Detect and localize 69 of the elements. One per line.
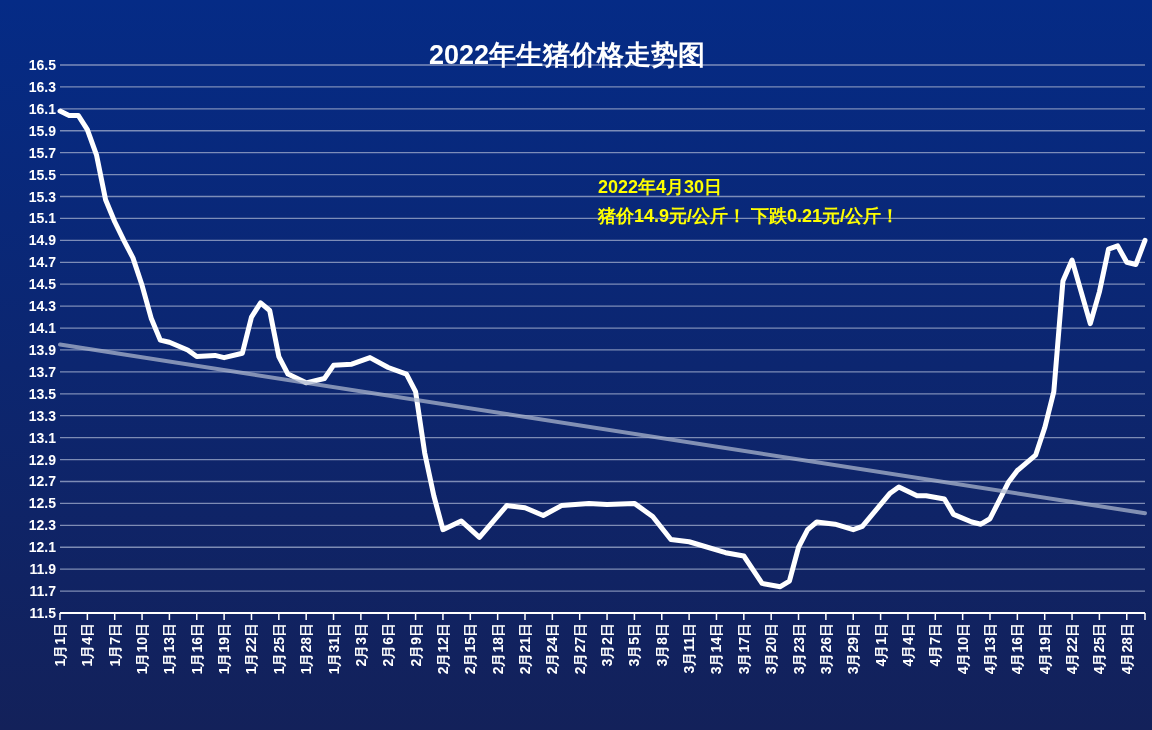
x-tick-label: 2月21日 bbox=[517, 623, 533, 675]
x-tick-label: 1月1日 bbox=[52, 623, 68, 667]
x-tick-label: 1月10日 bbox=[134, 623, 151, 675]
x-tick-label: 2月15日 bbox=[462, 623, 479, 675]
y-tick-label: 15.5 bbox=[28, 166, 57, 183]
y-tick-label: 16.1 bbox=[28, 100, 57, 117]
x-tick-label: 3月2日 bbox=[599, 623, 616, 667]
x-tick-label: 1月4日 bbox=[79, 623, 96, 667]
x-tick-label: 2月3日 bbox=[352, 623, 369, 667]
x-tick-label: 4月22日 bbox=[1064, 623, 1081, 675]
y-tick-label: 12.9 bbox=[28, 451, 57, 468]
annotation: 猪价14.9元/公斤！ 下跌0.21元/公斤！ bbox=[598, 206, 900, 226]
y-tick-label: 16.3 bbox=[28, 78, 57, 95]
y-tick-label: 12.3 bbox=[28, 517, 57, 534]
x-tick-label: 2月9日 bbox=[407, 623, 424, 667]
y-tick-label: 14.5 bbox=[28, 276, 57, 293]
x-tick-label: 4月28日 bbox=[1118, 623, 1135, 675]
x-tick-label: 3月8日 bbox=[653, 623, 670, 667]
x-tick-label: 2月24日 bbox=[544, 623, 561, 675]
x-tick-label: 1月22日 bbox=[243, 623, 260, 675]
y-tick-label: 11.7 bbox=[29, 583, 57, 600]
x-tick-label: 2月6日 bbox=[380, 623, 397, 667]
x-tick-label: 1月7日 bbox=[106, 623, 123, 667]
x-tick-label: 4月16日 bbox=[1009, 623, 1026, 675]
x-tick-label: 3月23日 bbox=[790, 623, 807, 675]
x-tick-label: 1月19日 bbox=[216, 623, 233, 675]
x-tick-label: 4月1日 bbox=[872, 623, 889, 667]
x-tick-label: 2月18日 bbox=[489, 623, 506, 675]
x-tick-label: 2月27日 bbox=[571, 623, 588, 675]
y-tick-label: 14.1 bbox=[28, 320, 57, 337]
x-tick-label: 1月28日 bbox=[298, 623, 315, 675]
y-tick-label: 13.7 bbox=[28, 363, 57, 380]
x-tick-label: 1月25日 bbox=[270, 623, 287, 675]
x-tick-label: 3月5日 bbox=[626, 623, 643, 667]
x-tick-label: 4月7日 bbox=[927, 623, 944, 667]
y-tick-label: 13.1 bbox=[28, 429, 57, 446]
x-tick-label: 2月12日 bbox=[434, 623, 451, 675]
y-tick-label: 13.3 bbox=[28, 407, 57, 424]
x-tick-label: 3月11日 bbox=[681, 623, 698, 674]
y-tick-label: 15.9 bbox=[28, 122, 57, 139]
x-tick-label: 1月31日 bbox=[325, 623, 342, 675]
y-tick-label: 11.9 bbox=[29, 561, 57, 578]
x-tick-label: 4月10日 bbox=[954, 623, 971, 675]
x-tick-label: 4月19日 bbox=[1036, 623, 1053, 675]
x-tick-label: 4月25日 bbox=[1091, 623, 1108, 675]
y-tick-label: 13.9 bbox=[28, 341, 57, 358]
x-tick-label: 1月16日 bbox=[188, 623, 205, 675]
y-tick-label: 15.3 bbox=[28, 188, 57, 205]
x-tick-label: 3月20日 bbox=[763, 623, 780, 675]
y-tick-label: 14.3 bbox=[28, 298, 57, 315]
x-tick-label: 1月13日 bbox=[161, 623, 178, 675]
x-tick-label: 3月26日 bbox=[817, 623, 834, 675]
x-tick-label: 3月14日 bbox=[708, 623, 725, 675]
chart-title: 2022年生猪价格走势图 bbox=[428, 40, 706, 70]
x-tick-label: 4月4日 bbox=[899, 623, 916, 667]
y-tick-label: 12.1 bbox=[28, 539, 57, 556]
y-tick-label: 14.7 bbox=[28, 254, 57, 271]
y-tick-label: 11.5 bbox=[29, 605, 57, 621]
x-tick-label: 4月13日 bbox=[982, 623, 998, 675]
y-tick-label: 12.5 bbox=[28, 495, 57, 512]
x-tick-label: 3月29日 bbox=[845, 623, 862, 675]
y-tick-label: 15.7 bbox=[28, 144, 57, 161]
y-tick-label: 16.5 bbox=[28, 57, 57, 73]
y-tick-label: 15.1 bbox=[28, 210, 57, 227]
annotation: 2022年4月30日 bbox=[598, 177, 723, 197]
y-tick-label: 13.5 bbox=[28, 385, 57, 402]
y-tick-label: 12.7 bbox=[28, 473, 57, 490]
x-tick-label: 3月17日 bbox=[735, 623, 752, 675]
y-tick-label: 14.9 bbox=[28, 232, 57, 249]
